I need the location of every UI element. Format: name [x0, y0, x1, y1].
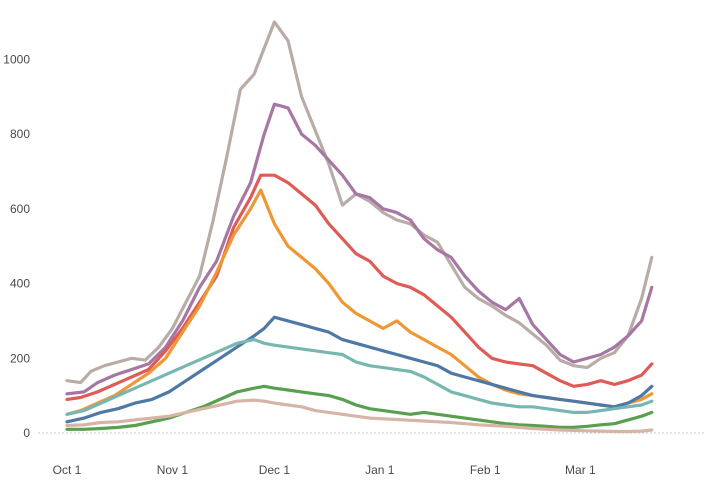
x-tick-label: Nov 1: [157, 463, 189, 477]
series-line-7: [65, 384, 654, 431]
series-line-6: [65, 338, 654, 416]
y-tick-label: 600: [10, 202, 30, 216]
series-line-2: [65, 102, 654, 396]
series-line-1: [65, 20, 654, 385]
x-tick-label: Feb 1: [470, 463, 501, 477]
series-line-3: [65, 173, 654, 401]
series-line-5: [65, 315, 654, 424]
y-tick-label: 200: [10, 351, 30, 365]
x-axis-ticks: Oct 1 Nov 1 Dec 1 Jan 1 Feb 1 Mar 1: [53, 463, 596, 477]
x-tick-label: Dec 1: [259, 463, 291, 477]
x-tick-label: Oct 1: [53, 463, 82, 477]
series-lines: [65, 20, 654, 434]
y-tick-label: 400: [10, 277, 30, 291]
y-tick-label: 0: [23, 426, 30, 440]
y-tick-label: 800: [10, 127, 30, 141]
y-axis-ticks: 0 200 400 600 800 1000: [3, 52, 30, 440]
x-tick-label: Jan 1: [365, 463, 395, 477]
x-tick-label: Mar 1: [565, 463, 596, 477]
series-line-8: [65, 398, 654, 434]
y-tick-label: 1000: [3, 52, 30, 66]
